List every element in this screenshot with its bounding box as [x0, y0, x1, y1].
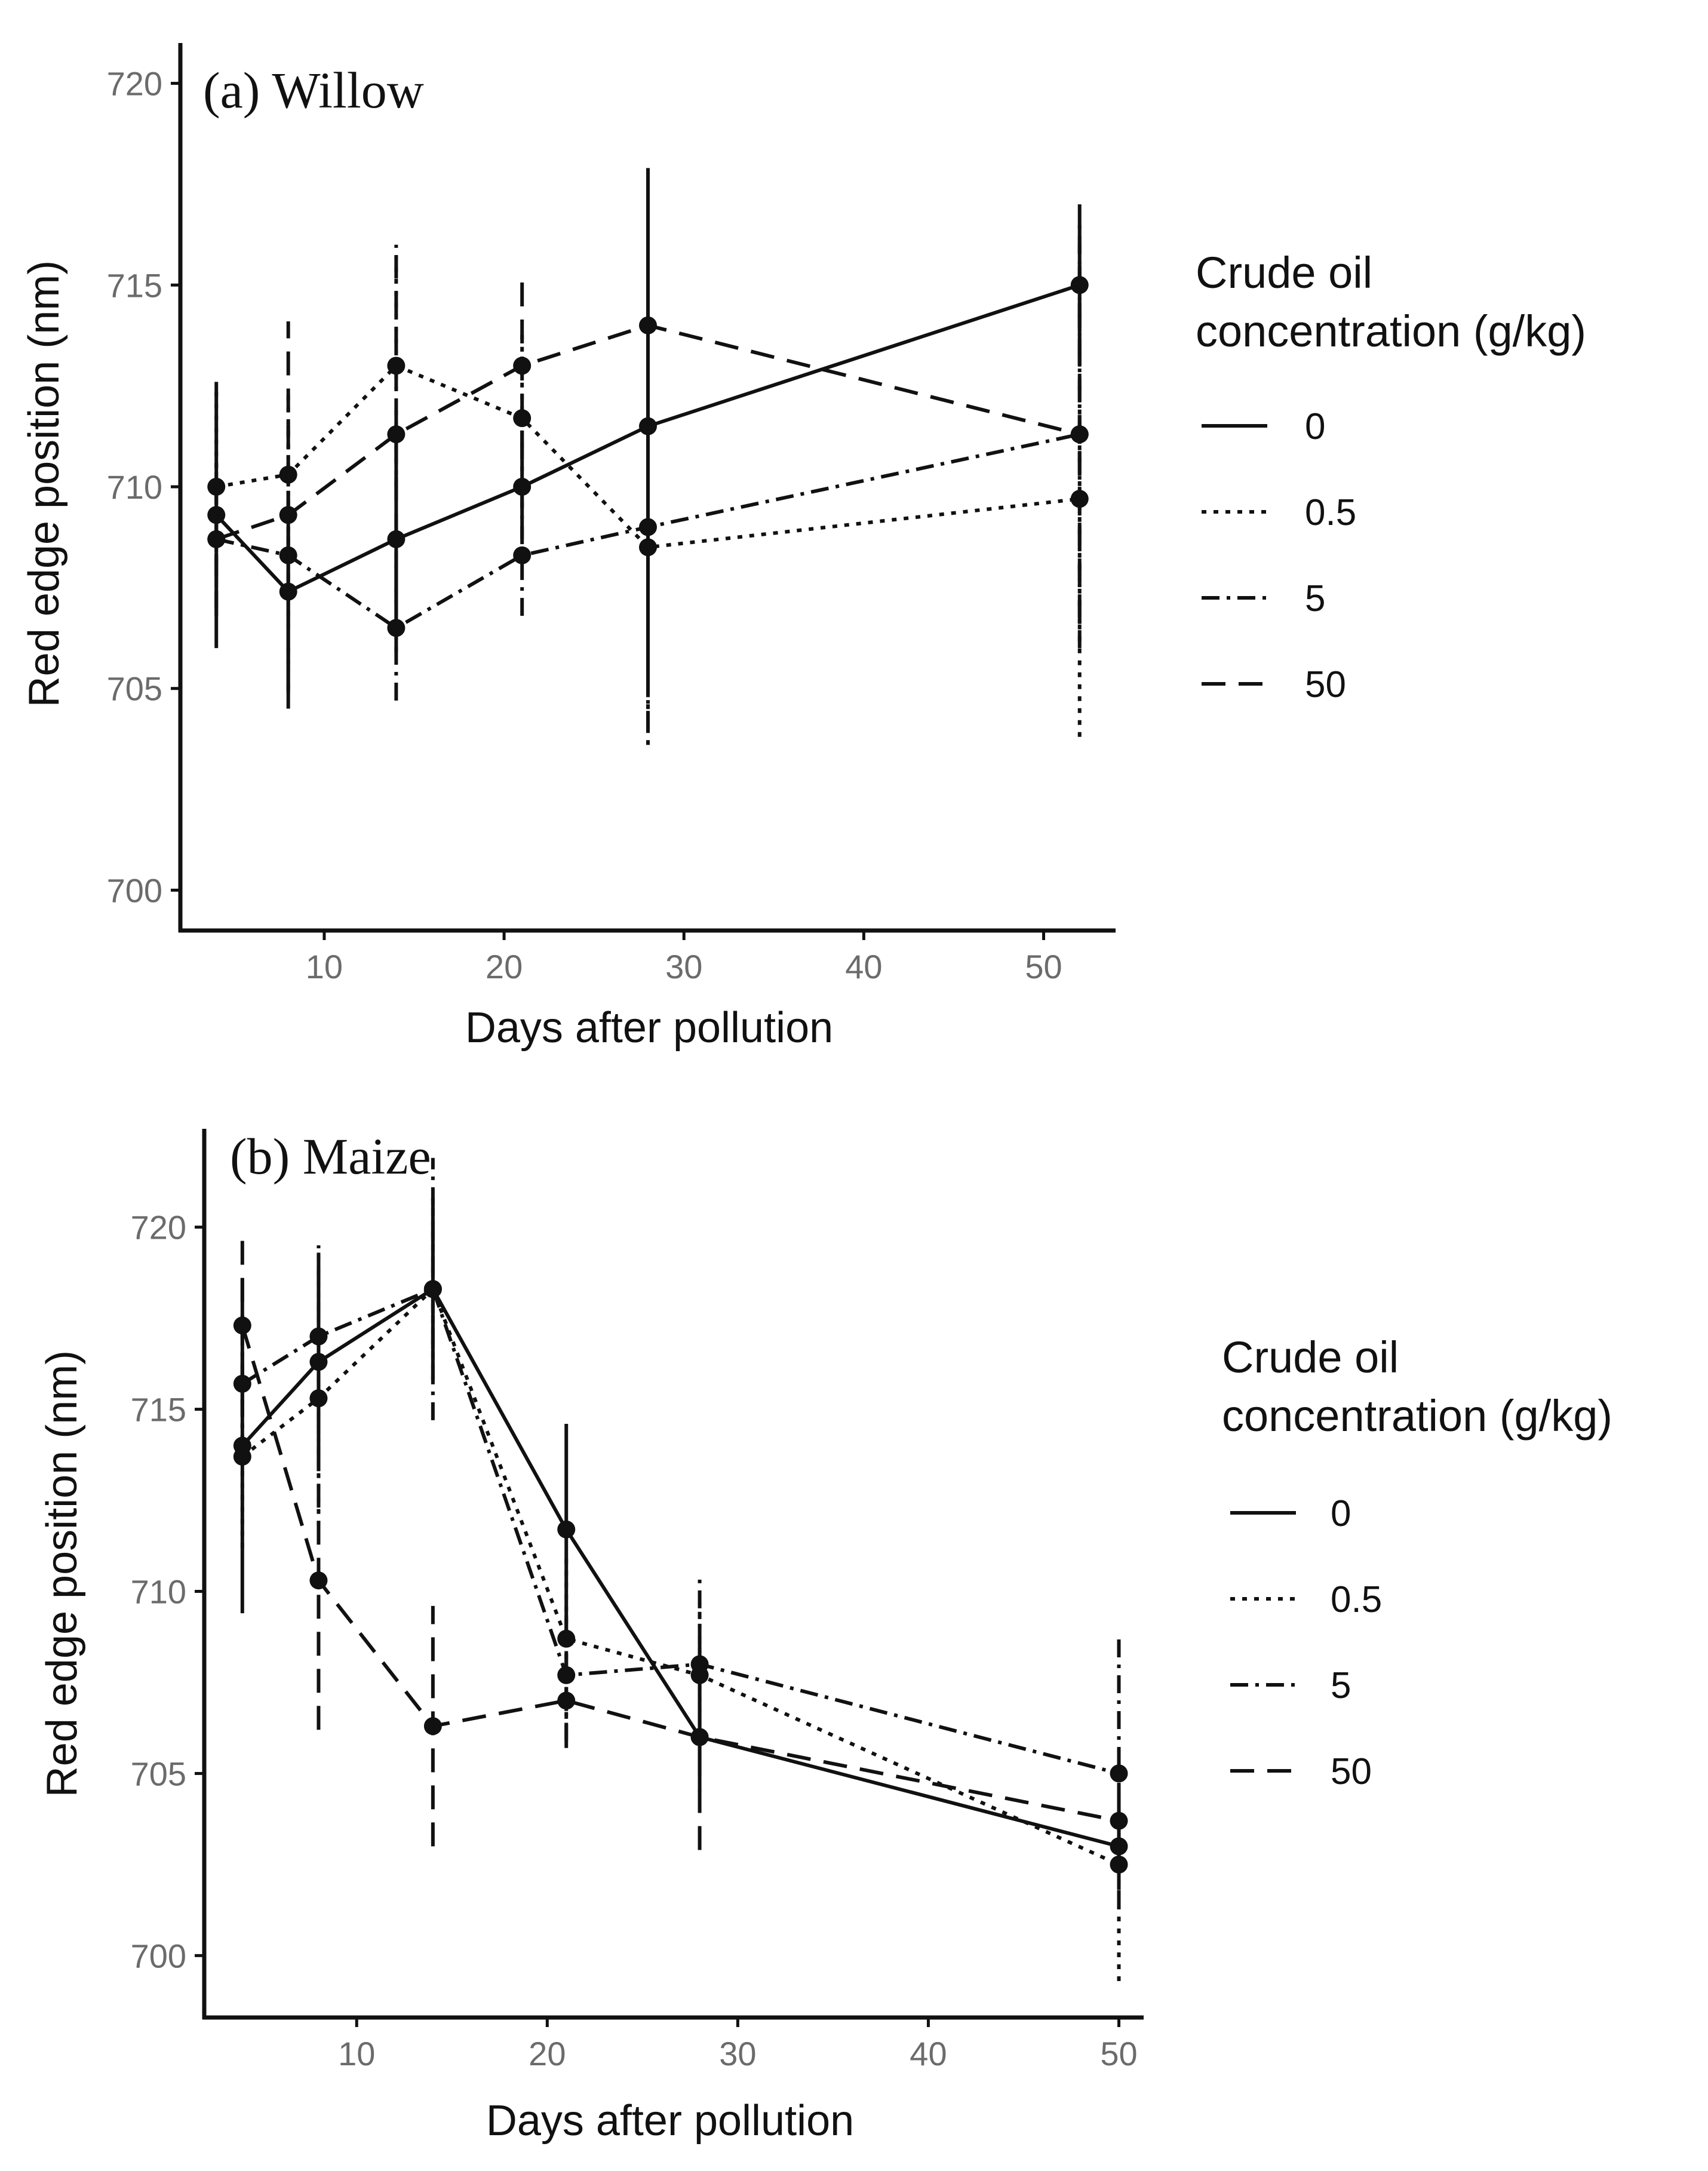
y-tick-label: 705 — [131, 1755, 186, 1792]
legend-label: 50 — [1331, 1751, 1372, 1792]
data-point — [1070, 425, 1089, 444]
series-maize-50 — [233, 1237, 1128, 1850]
data-point — [557, 1629, 576, 1648]
data-point — [639, 316, 657, 334]
legend-label: 0.5 — [1331, 1579, 1382, 1620]
panel-title-maize: (b) Maize — [230, 1128, 431, 1185]
y-tick-label: 715 — [131, 1391, 186, 1429]
x-tick-label: 50 — [1025, 948, 1062, 985]
series-maize-0.5 — [233, 1197, 1128, 1982]
y-tick-label: 700 — [131, 1937, 186, 1975]
panel-willow: (a) Willow Red edge position (nm) Days a… — [20, 43, 1586, 1052]
y-tick-label: 710 — [131, 1573, 186, 1610]
y-axis-title-maize: Red edge position (nm) — [38, 1350, 86, 1797]
data-point — [513, 409, 532, 428]
legend-title-maize-line1: Crude oil — [1222, 1332, 1399, 1382]
data-point — [279, 506, 297, 524]
legend-label: 0 — [1331, 1493, 1351, 1534]
data-point — [233, 1447, 251, 1466]
data-point — [690, 1728, 709, 1746]
data-point — [387, 619, 406, 637]
data-point — [1110, 1764, 1128, 1783]
series-line — [216, 432, 1080, 630]
x-tick-label: 20 — [529, 2035, 566, 2072]
series-line — [240, 1325, 1120, 1823]
series-line — [241, 1287, 1120, 1866]
data-point — [639, 518, 657, 536]
y-tick-label: 720 — [107, 65, 162, 103]
x-tick-label: 10 — [306, 948, 343, 985]
data-point — [423, 1717, 442, 1736]
y-tick-label: 710 — [107, 468, 162, 506]
y-tick-label: 720 — [131, 1209, 186, 1246]
y-tick-label: 700 — [107, 871, 162, 909]
legend-label: 0.5 — [1305, 492, 1356, 533]
data-point — [309, 1327, 328, 1346]
legend-title-willow-line1: Crude oil — [1196, 248, 1372, 297]
data-point — [387, 357, 406, 375]
x-tick-label: 50 — [1100, 2035, 1137, 2072]
data-point — [423, 1280, 442, 1298]
series-line — [241, 1287, 1120, 1776]
series-line — [241, 1287, 1120, 1848]
series-line — [216, 323, 1080, 541]
panel-maize: (b) Maize Red edge position (nm) Days af… — [38, 1128, 1612, 2145]
data-point — [309, 1571, 328, 1590]
x-tick-label: 40 — [910, 2035, 947, 2072]
data-point — [513, 357, 532, 375]
x-axis-title-willow: Days after pollution — [465, 1004, 833, 1052]
legend-title-maize-line2: concentration (g/kg) — [1222, 1391, 1612, 1441]
data-point — [557, 1691, 576, 1710]
legend-label: 5 — [1305, 578, 1325, 619]
y-tick-label: 705 — [107, 670, 162, 708]
legend-label: 5 — [1331, 1665, 1351, 1706]
data-point — [513, 546, 532, 564]
data-point — [309, 1353, 328, 1371]
series-maize-5 — [233, 1157, 1128, 1909]
data-point — [1110, 1811, 1128, 1830]
series-line — [215, 283, 1080, 594]
legend-title-willow-line2: concentration (g/kg) — [1196, 306, 1586, 356]
data-point — [387, 425, 406, 444]
x-tick-label: 20 — [486, 948, 523, 985]
data-point — [557, 1520, 576, 1539]
data-point — [309, 1389, 328, 1408]
panel-title-willow: (a) Willow — [203, 62, 424, 119]
series-maize-0 — [233, 1197, 1128, 1890]
x-tick-label: 30 — [719, 2035, 756, 2072]
data-point — [513, 478, 532, 496]
x-tick-label: 30 — [665, 948, 702, 985]
data-point — [233, 1316, 251, 1335]
x-axis-title-maize: Days after pollution — [486, 2097, 854, 2145]
series-line — [216, 364, 1080, 549]
data-point — [207, 530, 226, 548]
legend-label: 0 — [1305, 406, 1325, 447]
y-tick-label: 715 — [107, 266, 162, 304]
series-willow-50 — [207, 180, 1089, 709]
legend-label: 50 — [1305, 664, 1346, 705]
data-point — [557, 1666, 576, 1684]
data-point — [387, 530, 406, 548]
y-axis-title-willow: Red edge position (nm) — [20, 260, 68, 707]
x-tick-label: 10 — [338, 2035, 375, 2072]
x-tick-label: 40 — [845, 948, 882, 985]
data-point — [233, 1374, 251, 1393]
